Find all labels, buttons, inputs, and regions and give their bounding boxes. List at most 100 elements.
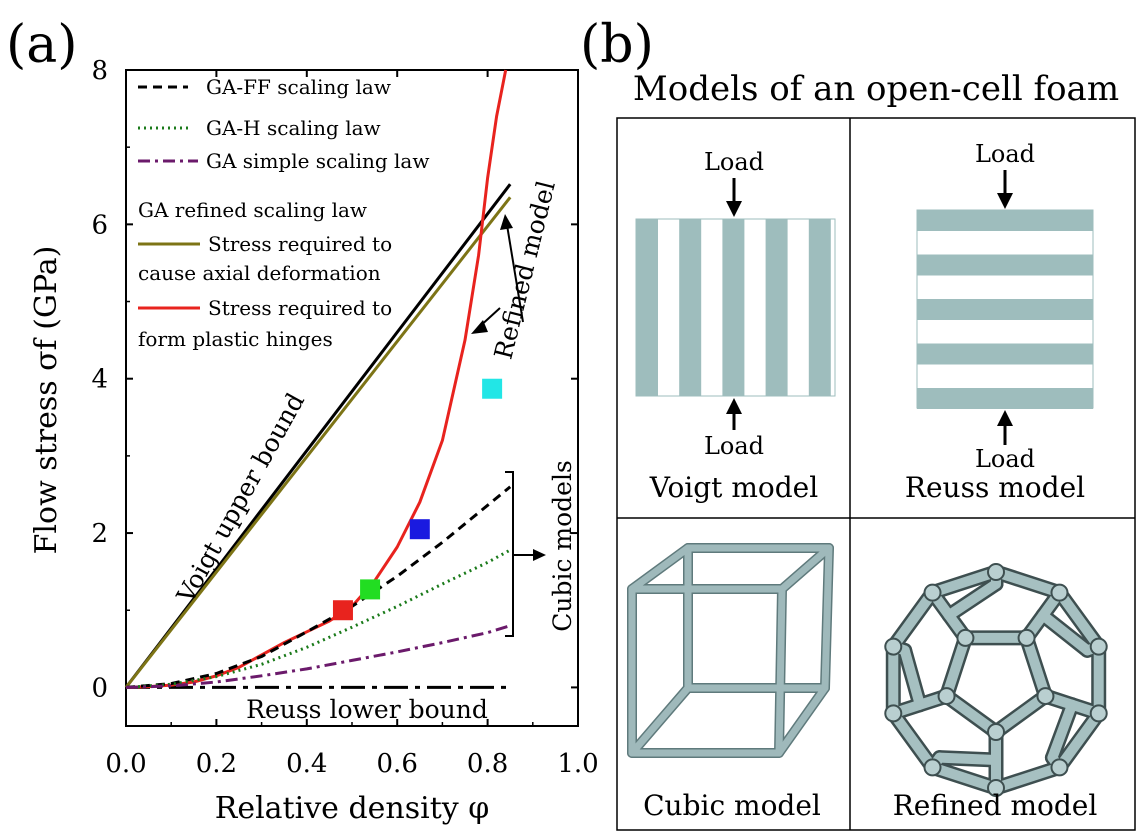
refined-model-cell: Refined model [884,563,1108,822]
reuss-layer [917,210,1093,231]
x-tick-label: 0.6 [377,749,418,779]
refined-caption: Refined model [893,789,1098,822]
series-gah-line [125,548,511,689]
panel-a-label: (a) [6,15,78,75]
dodecahedron-wireframe [884,563,1108,797]
dodeca-node [884,704,903,723]
dodeca-node [1017,628,1036,647]
dodeca-node [956,628,975,647]
legend-label-hinges-2: form plastic hinges [138,327,333,351]
y-tick-labels: 0 2 4 6 8 [91,56,108,703]
reuss-layer [917,388,1093,409]
legend-group-title: GA refined scaling law [138,198,367,222]
dodeca-strut [888,587,938,652]
reuss-arrow-bottom-head [997,410,1013,426]
series-axial-line [124,196,512,689]
dodeca-strut [899,645,925,710]
dodeca-strut [1054,587,1104,652]
x-tick-label: 0.8 [467,749,508,779]
reuss-arrow-top-head [997,193,1013,209]
dodeca-node [987,779,1005,797]
legend-label-hinges-1: Stress required to [208,296,392,320]
x-tick-labels: 0.0 0.2 0.4 0.6 0.8 1.0 [105,749,598,779]
annotation-arrowheads [471,214,546,561]
dodeca-node [937,687,956,706]
legend-label-axial-1: Stress required to [208,232,392,256]
dodeca-node [987,723,1005,741]
reuss-layer [917,343,1093,365]
cube-wireframe [627,543,834,758]
dodeca-node [1089,704,1108,723]
cubic-arrow-head [533,549,546,561]
reuss-layer [917,299,1093,320]
legend-label-axial-2: cause axial deformation [138,261,381,285]
dodeca-strut [1054,708,1104,773]
annotation-cubic: Cubic models [548,460,577,632]
annotation-arrows [477,224,538,637]
model-grid [616,117,1136,831]
dodeca-node [1050,583,1069,602]
reuss-layers [917,210,1093,409]
voigt-caption: Voigt model [649,471,818,504]
series-simple-line [125,624,511,689]
series-gaff-line [125,485,512,689]
voigt-arrow-bottom-head [726,398,742,414]
data-marker-2 [360,579,381,600]
data-marker-4 [482,378,503,399]
dodeca-strut [1047,699,1078,763]
x-axis-label: Relative density φ [215,791,490,826]
y-axis-label: Flow stress σf (GPa) [29,246,64,555]
y-tick-label: 4 [91,365,108,395]
dodeca-strut [991,691,1051,737]
reuss-layer [917,254,1093,276]
dodeca-strut [888,708,938,773]
dodeca-strut [941,632,971,702]
voigt-model-cell: Load Load Voigt model [635,148,836,504]
axis-ticks [125,69,579,726]
dodeca-strut [991,567,1065,598]
data-marker-1 [332,600,353,621]
dodeca-strut [1021,632,1051,702]
legend-label-simple: GA simple scaling law [206,149,429,173]
annotation-voigt: Voigt upper bound [170,388,310,608]
dodeca-strut [991,762,1065,793]
dodeca-strut [927,567,1001,598]
marker-layer [332,378,503,621]
x-tick-label: 0.4 [286,749,327,779]
dodeca-node [1089,637,1108,656]
dodeca-strut [943,579,1001,621]
voigt-layers [636,219,831,396]
dodeca-strut [941,691,1001,737]
voigt-load-top: Load [704,148,764,176]
voigt-arrow-top-head [726,201,742,217]
x-tick-label: 1.0 [557,749,598,779]
data-marker-3 [409,519,430,540]
dodeca-node [987,563,1005,581]
panel-b-label: (b) [580,15,654,75]
voigt-load-bottom: Load [704,432,764,460]
dodeca-strut [927,762,1001,793]
reuss-load-bottom: Load [975,445,1035,473]
refined-arrow-down-head [471,320,488,334]
legend: GA-FF scaling law GA-H scaling law GA si… [138,75,429,351]
voigt-layer [636,219,658,396]
cubic-model-cell: Cubic model [627,543,834,822]
legend-label-gaff: GA-FF scaling law [206,75,391,99]
legend-label-gah: GA-H scaling law [206,116,381,140]
dodeca-node [884,637,903,656]
voigt-layer [679,219,702,396]
dodeca-node [1050,758,1069,777]
x-tick-label: 0.0 [105,749,146,779]
refined-arrow-up-line [506,224,524,323]
chart-plot-area: 0.0 0.2 0.4 0.6 0.8 1.0 0 2 4 6 8 [91,56,598,779]
x-tick-label: 0.2 [196,749,237,779]
dodeca-node [1036,687,1055,706]
dodeca-strut [934,752,1001,765]
cubic-bracket [505,471,514,637]
dodeca-strut [1038,610,1093,656]
voigt-layer [808,219,831,396]
y-tick-label: 0 [91,673,108,703]
y-tick-label: 6 [91,210,108,240]
y-tick-label: 2 [91,519,108,549]
